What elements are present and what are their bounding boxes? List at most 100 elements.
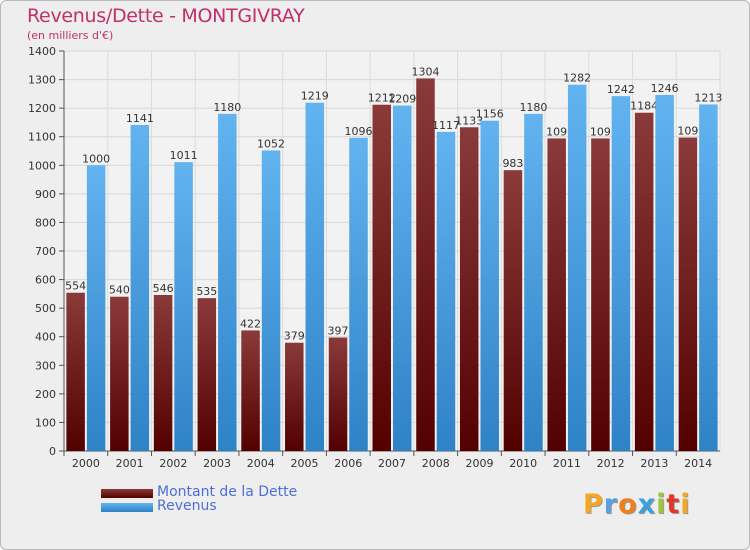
bar-revenue xyxy=(655,95,674,451)
x-tick-label: 2005 xyxy=(291,457,319,470)
data-label-revenue: 1156 xyxy=(476,108,504,121)
x-tick-label: 2010 xyxy=(509,457,537,470)
data-label-revenue: 1246 xyxy=(651,82,679,95)
bar-debt xyxy=(328,337,348,451)
x-tick-label: 2007 xyxy=(378,457,406,470)
y-tick-label: 1400 xyxy=(28,45,56,58)
data-label-revenue: 1219 xyxy=(301,90,329,103)
data-label-debt: 540 xyxy=(109,284,130,297)
bar-revenue xyxy=(393,105,412,452)
data-label-revenue: 1180 xyxy=(213,101,241,114)
bar-debt xyxy=(591,138,610,451)
logo-letter: t xyxy=(666,489,681,520)
data-label-debt: 554 xyxy=(65,280,86,293)
y-tick-label: 300 xyxy=(35,359,56,372)
data-label-revenue: 1282 xyxy=(563,72,591,85)
chart-subtitle: (en milliers d'€) xyxy=(27,29,114,42)
y-tick-label: 0 xyxy=(49,445,56,458)
bars: 554 1000 540 1141 546 1011 535 1180 422 1052 379 12… xyxy=(65,65,722,452)
bar-revenue xyxy=(436,131,456,451)
logo-letter: P xyxy=(583,489,604,520)
data-label-revenue: 1209 xyxy=(388,93,416,106)
bar-revenue xyxy=(174,162,193,451)
bar-debt xyxy=(66,292,85,451)
bar-debt xyxy=(459,127,479,452)
proxiti-logo: Proxiti xyxy=(583,489,691,520)
logo-letter: r xyxy=(603,489,619,520)
data-label-revenue: 1052 xyxy=(257,137,285,150)
legend-label-revenue: Revenus xyxy=(157,498,217,514)
bar-debt xyxy=(678,137,698,452)
data-label-debt: 109 xyxy=(590,125,611,138)
x-tick-label: 2011 xyxy=(553,457,581,470)
y-tick-label: 1100 xyxy=(28,131,56,144)
data-label-debt: 546 xyxy=(153,282,174,295)
bar-revenue xyxy=(699,104,718,451)
x-tick-label: 2008 xyxy=(422,457,450,470)
data-label-debt: 1133 xyxy=(455,114,483,127)
y-axis: 0 100 200 300 400 500 600 700 800 900 1000 1100 1200… xyxy=(28,45,56,458)
y-tick-label: 100 xyxy=(35,416,56,429)
data-label-revenue: 1213 xyxy=(694,91,722,104)
bar-revenue xyxy=(86,165,106,452)
data-label-debt: 109 xyxy=(546,125,567,138)
x-tick-label: 2013 xyxy=(640,457,668,470)
x-tick-label: 2003 xyxy=(203,457,231,470)
x-tick-label: 2009 xyxy=(465,457,493,470)
logo-letter: x xyxy=(637,489,657,520)
data-label-revenue: 1117 xyxy=(432,119,460,132)
bar-revenue xyxy=(349,137,368,451)
y-tick-label: 800 xyxy=(35,216,56,229)
bar-debt xyxy=(197,298,217,451)
y-tick-label: 600 xyxy=(35,274,56,287)
bar-debt xyxy=(634,112,654,451)
y-tick-label: 1000 xyxy=(28,159,56,172)
data-label-debt: 379 xyxy=(284,330,305,343)
data-label-revenue: 1011 xyxy=(170,149,198,162)
y-tick-label: 500 xyxy=(35,302,56,315)
bar-debt xyxy=(153,295,173,451)
data-label-debt: 397 xyxy=(328,325,349,338)
bar-revenue xyxy=(218,113,237,451)
x-tick-label: 2000 xyxy=(72,457,100,470)
y-tick-label: 900 xyxy=(35,188,56,201)
data-label-revenue: 1180 xyxy=(519,101,547,114)
x-tick-label: 2014 xyxy=(684,457,712,470)
bar-debt xyxy=(372,104,391,451)
x-axis: 2000 2001 2002 2003 2004 2005 2006 2007 2008 2009… xyxy=(63,451,712,470)
x-tick-label: 2006 xyxy=(334,457,362,470)
bar-debt xyxy=(416,78,435,451)
bar-revenue xyxy=(567,84,587,451)
data-label-revenue: 1096 xyxy=(345,125,373,138)
y-tick-label: 700 xyxy=(35,245,56,258)
x-tick-label: 2002 xyxy=(159,457,187,470)
data-label-debt: 1212 xyxy=(368,92,396,105)
x-tick-label: 2001 xyxy=(116,457,144,470)
bar-revenue xyxy=(305,102,325,451)
bar-revenue xyxy=(130,125,150,451)
bar-debt xyxy=(285,342,304,451)
bar-debt xyxy=(241,330,260,451)
legend-swatch-debt xyxy=(101,489,153,498)
data-label-debt: 109 xyxy=(677,125,698,138)
legend-swatch-revenue xyxy=(101,503,153,512)
data-label-debt: 983 xyxy=(502,157,523,170)
data-label-revenue: 1000 xyxy=(82,152,110,165)
bar-revenue xyxy=(480,120,499,451)
bar-debt xyxy=(503,170,523,451)
legend-label-debt: Montant de la Dette xyxy=(157,484,298,500)
data-label-debt: 1184 xyxy=(630,100,658,113)
bar-revenue xyxy=(611,96,631,452)
data-label-debt: 535 xyxy=(196,285,217,298)
bar-debt xyxy=(547,138,566,451)
y-tick-label: 400 xyxy=(35,331,56,344)
logo-letter: o xyxy=(618,489,638,520)
data-label-debt: 422 xyxy=(240,317,261,330)
data-label-revenue: 1242 xyxy=(607,83,635,96)
x-tick-label: 2004 xyxy=(247,457,275,470)
y-tick-label: 1200 xyxy=(28,102,56,115)
y-tick-label: 200 xyxy=(35,388,56,401)
data-label-debt: 1304 xyxy=(411,65,439,78)
